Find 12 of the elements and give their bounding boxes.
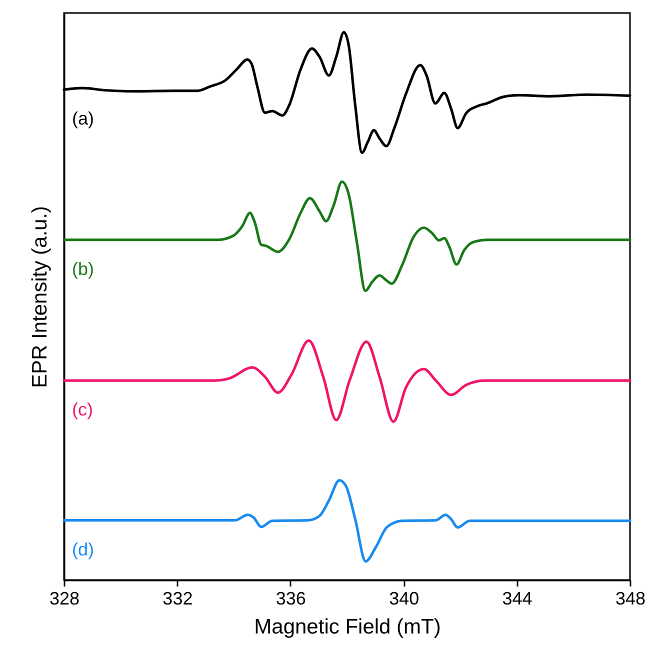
- x-tick-label: 344: [502, 588, 532, 608]
- x-tick-label: 332: [162, 588, 193, 608]
- series-label: (a): [72, 108, 94, 129]
- x-tick-label: 328: [49, 588, 80, 608]
- series-label: (b): [72, 258, 94, 279]
- series-label: (d): [72, 539, 94, 560]
- x-tick-label: 348: [615, 588, 646, 608]
- series-label: (c): [72, 400, 93, 420]
- x-tick-label: 336: [276, 588, 306, 608]
- x-axis-title: Magnetic Field (mT): [254, 616, 441, 638]
- x-tick-label: 340: [389, 588, 420, 608]
- y-axis-title: EPR Intensity (a.u.): [28, 206, 52, 388]
